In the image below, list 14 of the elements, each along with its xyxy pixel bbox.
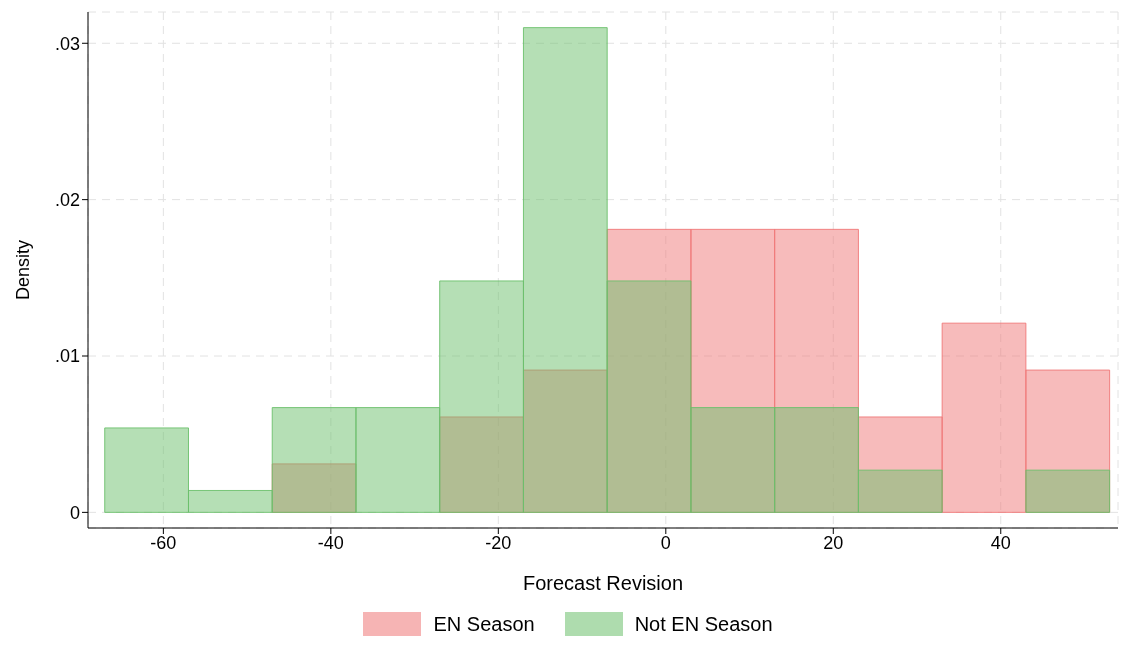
legend-label: EN Season	[433, 612, 535, 636]
x-tick-label: -40	[317, 532, 344, 553]
y-tick-label: 0	[69, 502, 80, 523]
x-tick-label: -60	[150, 532, 177, 553]
x-tick-label: 40	[990, 532, 1011, 553]
x-axis-title: Forecast Revision	[522, 572, 684, 594]
y-tick-label: .03	[54, 33, 80, 54]
x-tick-label: 0	[660, 532, 671, 553]
y-axis-title: Density	[13, 239, 34, 301]
y-tick-label: .01	[54, 346, 80, 367]
x-tick-label: 20	[823, 532, 844, 553]
y-tick-label: .02	[54, 190, 80, 211]
legend-label: Not EN Season	[634, 612, 773, 636]
x-tick-label: -20	[485, 532, 512, 553]
